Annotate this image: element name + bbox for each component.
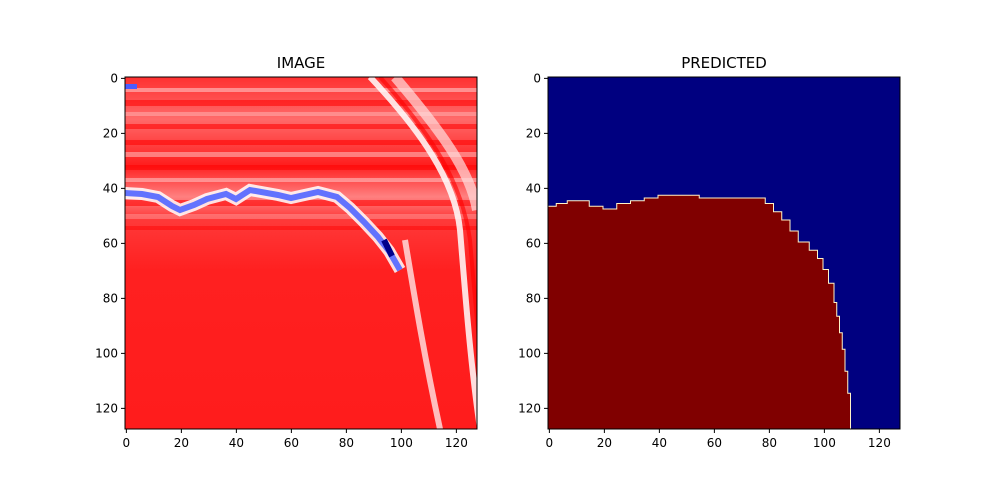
image-heatmap xyxy=(125,77,477,429)
y-tick-label: 60 xyxy=(526,236,541,250)
y-tick-label: 40 xyxy=(526,181,541,195)
y-tick-label: 100 xyxy=(95,346,118,360)
x-tick-label: 40 xyxy=(229,436,244,450)
y-tick-label: 0 xyxy=(110,71,118,85)
image-panel: IMAGE xyxy=(95,54,478,450)
x-tick-label: 60 xyxy=(284,436,299,450)
y-tick-label: 120 xyxy=(95,401,118,415)
y-tick-label: 100 xyxy=(518,346,541,360)
x-tick-label: 40 xyxy=(652,436,667,450)
x-tick-label: 80 xyxy=(339,436,354,450)
x-tick-label: 100 xyxy=(813,436,836,450)
x-tick-label: 80 xyxy=(762,436,777,450)
y-tick-label: 80 xyxy=(103,291,118,305)
image-panel-ticks: 0 20 40 60 80 100 120 0 20 40 60 80 100 120 xyxy=(95,71,468,450)
x-tick-label: 100 xyxy=(390,436,413,450)
y-tick-label: 60 xyxy=(103,236,118,250)
y-tick-label: 20 xyxy=(103,126,118,140)
x-tick-label: 20 xyxy=(174,436,189,450)
x-tick-label: 20 xyxy=(597,436,612,450)
x-tick-label: 120 xyxy=(445,436,468,450)
y-tick-label: 80 xyxy=(526,291,541,305)
x-tick-label: 120 xyxy=(868,436,891,450)
predicted-panel-ticks: 0 20 40 60 80 100 120 0 20 40 60 80 100 120 xyxy=(518,71,891,450)
y-tick-label: 20 xyxy=(526,126,541,140)
image-panel-title: IMAGE xyxy=(277,54,325,72)
predicted-panel-title: PREDICTED xyxy=(681,54,767,72)
predicted-heatmap xyxy=(547,77,900,430)
x-tick-label: 0 xyxy=(546,436,554,450)
x-tick-label: 0 xyxy=(123,436,131,450)
y-tick-label: 0 xyxy=(533,71,541,85)
x-tick-label: 60 xyxy=(707,436,722,450)
class-1-region xyxy=(547,194,851,430)
predicted-panel: PREDICTED 0 20 40 60 80 100 120 0 20 40 60 80 100 120 xyxy=(518,54,901,450)
y-tick-label: 40 xyxy=(103,181,118,195)
y-tick-label: 120 xyxy=(518,401,541,415)
fault-streak xyxy=(367,77,477,429)
